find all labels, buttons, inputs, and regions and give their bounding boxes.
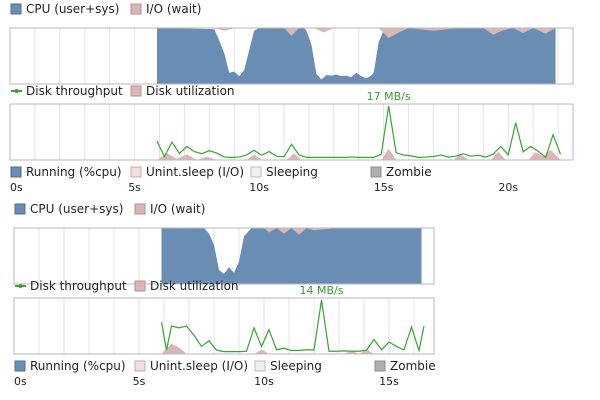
chart-panel-1: CPU (user+sys) I/O (wait) Disk throughput D…	[9, 2, 574, 194]
legend-sleeping-label: Sleeping	[270, 359, 322, 373]
legend-zombie-label: Zombie	[386, 165, 432, 179]
legend-cpu-label: CPU (user+sys)	[30, 202, 123, 216]
disk-throughput-line	[160, 299, 425, 353]
chart-panel-1-svg: CPU (user+sys) I/O (wait) Disk throughput D…	[9, 2, 574, 194]
legend-running-swatch	[10, 166, 22, 178]
legend-util-swatch	[134, 280, 146, 292]
legend-io-swatch	[134, 203, 146, 215]
disk-peak-label: 17 MB/s	[367, 90, 411, 103]
legend-running-swatch	[14, 360, 26, 372]
legend-cpu-swatch	[10, 3, 22, 15]
legend-unint-sleep-label: Unint.sleep (I/O)	[150, 359, 248, 373]
legend-util-label: Disk utilization	[146, 84, 235, 98]
x-tick-5s: 5s	[133, 375, 146, 388]
io-wait-area	[264, 228, 422, 235]
x-tick-15s: 15s	[379, 375, 399, 388]
x-tick-15s: 15s	[374, 181, 394, 194]
x-tick-10s: 10s	[249, 181, 269, 194]
legend-io-swatch	[130, 3, 142, 15]
x-tick-10s: 10s	[254, 375, 274, 388]
disk-chart-background	[14, 298, 434, 354]
legend-unint-sleep-swatch	[130, 166, 142, 178]
legend-util-label: Disk utilization	[150, 279, 239, 293]
legend-sleeping-swatch	[250, 166, 262, 178]
legend-zombie-label: Zombie	[390, 359, 436, 373]
cpu-area	[161, 228, 422, 284]
legend-sleeping-label: Sleeping	[266, 165, 318, 179]
legend-sleeping-swatch	[254, 360, 266, 372]
disk-chart-frame	[13, 297, 435, 355]
disk-peak-label: 14 MB/s	[300, 284, 344, 297]
cpu-chart-frame	[13, 227, 435, 285]
chart-panel-2: CPU (user+sys) I/O (wait) Disk throughput D…	[0, 200, 600, 400]
disk-throughput-line	[156, 105, 562, 159]
legend-io-label: I/O (wait)	[150, 202, 205, 216]
x-tick-5s: 5s	[128, 181, 141, 194]
disk-utilization-area	[156, 148, 561, 160]
legend-zombie-swatch	[374, 360, 386, 372]
legend-throughput-swatch-dot	[14, 89, 19, 93]
legend-zombie-swatch	[370, 166, 382, 178]
x-tick-0s: 0s	[14, 375, 27, 388]
legend-throughput-label: Disk throughput	[30, 279, 127, 293]
legend-throughput-label: Disk throughput	[26, 84, 123, 98]
chart-panel-2-svg: CPU (user+sys) I/O (wait) Disk throughput D…	[13, 202, 436, 388]
legend-cpu-label: CPU (user+sys)	[26, 2, 119, 16]
cpu-chart-frame	[9, 27, 574, 85]
disk-chart-frame	[9, 103, 574, 161]
legend-running-label: Running (%cpu)	[30, 359, 126, 373]
legend-throughput-swatch-dot	[18, 284, 23, 288]
legend-unint-sleep-swatch	[134, 360, 146, 372]
legend-io-label: I/O (wait)	[146, 2, 201, 16]
legend-unint-sleep-label: Unint.sleep (I/O)	[146, 165, 244, 179]
x-tick-20s: 20s	[498, 181, 518, 194]
x-tick-0s: 0s	[10, 181, 23, 194]
cpu-area	[156, 28, 556, 84]
legend-running-label: Running (%cpu)	[26, 165, 122, 179]
legend-cpu-swatch	[14, 203, 26, 215]
io-wait-area	[214, 28, 556, 39]
legend-util-swatch	[130, 85, 142, 97]
disk-chart-background	[10, 104, 573, 160]
